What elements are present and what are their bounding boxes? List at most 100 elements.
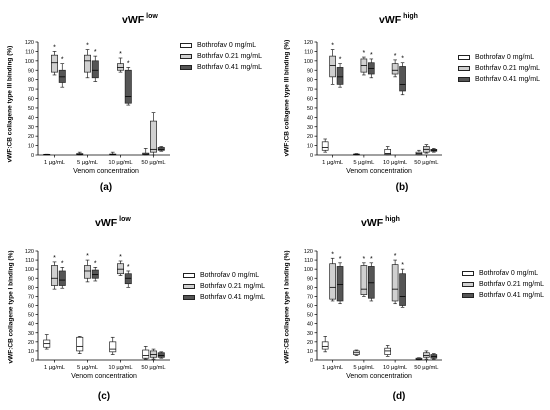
y-tick-label-d-9: 90	[307, 276, 313, 282]
x-tick-label-b-1: 5 µg/mL	[353, 160, 375, 166]
y-tick-label-b-12: 120	[304, 40, 313, 46]
chart-title-a: vWF low	[122, 13, 158, 26]
y-tick-label-c-2: 20	[28, 340, 34, 346]
legend-swatch-c-1	[183, 284, 195, 289]
legend-swatch-a-0	[180, 43, 192, 48]
y-tick-label-c-9: 90	[28, 276, 34, 282]
y-tick-label-a-8: 80	[28, 78, 34, 84]
box-d-0-2	[336, 266, 344, 302]
legend-swatch-c-2	[183, 295, 195, 300]
chart-svg-a: 0 10 20 30 40 50 60 70 80 90 100 110 120 1 µg/mL * * 5 µ…	[25, 40, 170, 166]
y-tick-label-d-1: 10	[307, 349, 313, 355]
box-c-2-2	[124, 273, 132, 285]
legend-item-d-2: Bothrfav 0.41 mg/mL	[462, 290, 544, 301]
box-a-3-1	[150, 120, 157, 153]
y-tick-label-c-1: 10	[28, 349, 34, 355]
box-c-0-2	[58, 270, 66, 286]
x-tick-label-c-2: 10 µg/mL	[108, 365, 133, 371]
significance-mark-d-1-1: *	[363, 256, 366, 263]
chart-title-sup-b: high	[403, 13, 418, 20]
significance-mark-c-0-1: *	[53, 255, 56, 262]
box-c-1-0	[76, 336, 84, 352]
legend-item-d-0: Bothrofav 0 mg/mL	[462, 268, 544, 279]
y-tick-label-c-0: 0	[31, 358, 34, 364]
legend-item-b-1: Bothrfav 0.21 mg/mL	[458, 63, 540, 74]
box-a-0-2	[58, 69, 66, 83]
significance-mark-a-0-2: *	[61, 57, 64, 64]
legend-swatch-b-1	[458, 66, 470, 71]
chart-svg-b: 0 10 20 30 40 50 60 70 80 90 100 110 120 1 µg/mL * * 5 µ…	[304, 40, 442, 166]
box-d-1-1	[360, 265, 368, 295]
chart-svg-d: 0 10 20 30 40 50 60 70 80 90 100 110 120 1 µg/mL * * 5 µ…	[304, 249, 442, 371]
x-tick-label-d-0: 1 µg/mL	[322, 365, 344, 371]
box-d-1-2	[367, 266, 375, 299]
y-tick-label-c-5: 50	[28, 313, 34, 319]
y-tick-label-a-10: 100	[25, 59, 34, 65]
legend-swatch-d-2	[462, 293, 474, 298]
box-c-1-1	[84, 265, 91, 279]
legend-a: Bothrofav 0 mg/mL Bothrfav 0.21 mg/mL Bo…	[180, 40, 262, 73]
chart-title-text-a: vWF	[122, 14, 145, 26]
box-d-2-1	[391, 264, 399, 302]
y-tick-label-a-11: 110	[25, 49, 34, 55]
legend-label-c-2: Bothrfav 0.41 mg/mL	[200, 294, 265, 301]
x-tick-label-d-1: 5 µg/mL	[353, 365, 375, 371]
legend-item-a-2: Bothrfav 0.41 mg/mL	[180, 62, 262, 73]
box-c-2-0	[109, 341, 117, 353]
panel-label-a: (a)	[99, 182, 113, 193]
legend-item-a-1: Bothrfav 0.21 mg/mL	[180, 51, 262, 62]
significance-mark-a-1-2: *	[94, 49, 97, 56]
panel-label-d: (d)	[392, 391, 406, 402]
chart-title-sup-a: low	[146, 13, 158, 20]
y-tick-label-a-4: 40	[28, 115, 34, 121]
x-axis-label-c: Venom concentration	[71, 373, 137, 380]
chart-panel-d: vWF high vWF:CB collagene type I binding …	[275, 205, 550, 410]
box-d-2-0	[384, 347, 392, 355]
x-tick-label-a-2: 10 µg/mL	[108, 160, 133, 166]
x-tick-label-b-2: 10 µg/mL	[383, 160, 408, 166]
x-tick-label-a-1: 5 µg/mL	[77, 160, 99, 166]
legend-item-a-0: Bothrofav 0 mg/mL	[180, 40, 262, 51]
significance-mark-b-0-1: *	[331, 43, 334, 50]
box-b-0-1	[329, 55, 336, 78]
x-tick-label-b-0: 1 µg/mL	[322, 160, 344, 166]
legend-label-d-0: Bothrofav 0 mg/mL	[479, 270, 539, 277]
chart-title-sup-d: high	[385, 216, 400, 223]
y-tick-label-d-0: 0	[310, 358, 313, 364]
box-b-0-0	[321, 141, 329, 151]
significance-mark-b-1-1: *	[363, 50, 366, 57]
legend-label-a-0: Bothrofav 0 mg/mL	[197, 42, 257, 49]
panel-label-c: (c)	[97, 391, 111, 402]
x-axis-label-a: Venom concentration	[73, 168, 139, 175]
y-tick-label-c-12: 120	[25, 249, 34, 255]
y-tick-label-a-7: 70	[28, 87, 34, 93]
panel-label-b: (b)	[395, 182, 409, 193]
y-tick-label-d-2: 20	[307, 340, 313, 346]
legend-swatch-c-0	[183, 273, 195, 278]
significance-mark-b-1-2: *	[370, 52, 373, 59]
y-tick-label-d-6: 60	[307, 304, 313, 310]
chart-panel-b: vWF high vWF:CB collagene type III bindin…	[275, 0, 550, 205]
legend-label-d-2: Bothrfav 0.41 mg/mL	[479, 292, 544, 299]
legend-c: Bothrofav 0 mg/mL Bothrfav 0.21 mg/mL Bo…	[183, 270, 265, 303]
chart-panel-c: vWF low vWF:CB collagene type I binding (…	[0, 205, 275, 410]
y-tick-label-b-8: 80	[307, 78, 313, 84]
y-tick-label-c-11: 110	[25, 258, 34, 264]
y-tick-label-c-4: 40	[28, 322, 34, 328]
significance-mark-d-0-1: *	[331, 251, 334, 258]
y-tick-label-a-6: 60	[28, 97, 34, 103]
x-tick-label-c-3: 50 µg/mL	[141, 365, 166, 371]
significance-mark-a-0-1: *	[53, 44, 56, 51]
legend-label-b-0: Bothrofav 0 mg/mL	[475, 54, 535, 61]
legend-label-b-1: Bothrfav 0.21 mg/mL	[475, 65, 540, 72]
legend-swatch-d-0	[462, 271, 474, 276]
y-tick-label-d-10: 100	[304, 267, 313, 273]
x-tick-label-a-3: 50 µg/mL	[141, 160, 166, 166]
chart-title-text-d: vWF	[361, 217, 384, 229]
chart-panel-a: vWF low vWF:CB collagene type III binding…	[0, 0, 275, 205]
significance-mark-c-2-2: *	[127, 264, 130, 271]
box-c-2-1	[117, 263, 124, 275]
y-tick-label-d-5: 50	[307, 313, 313, 319]
x-tick-label-b-3: 50 µg/mL	[414, 160, 439, 166]
box-a-1-1	[84, 54, 91, 73]
